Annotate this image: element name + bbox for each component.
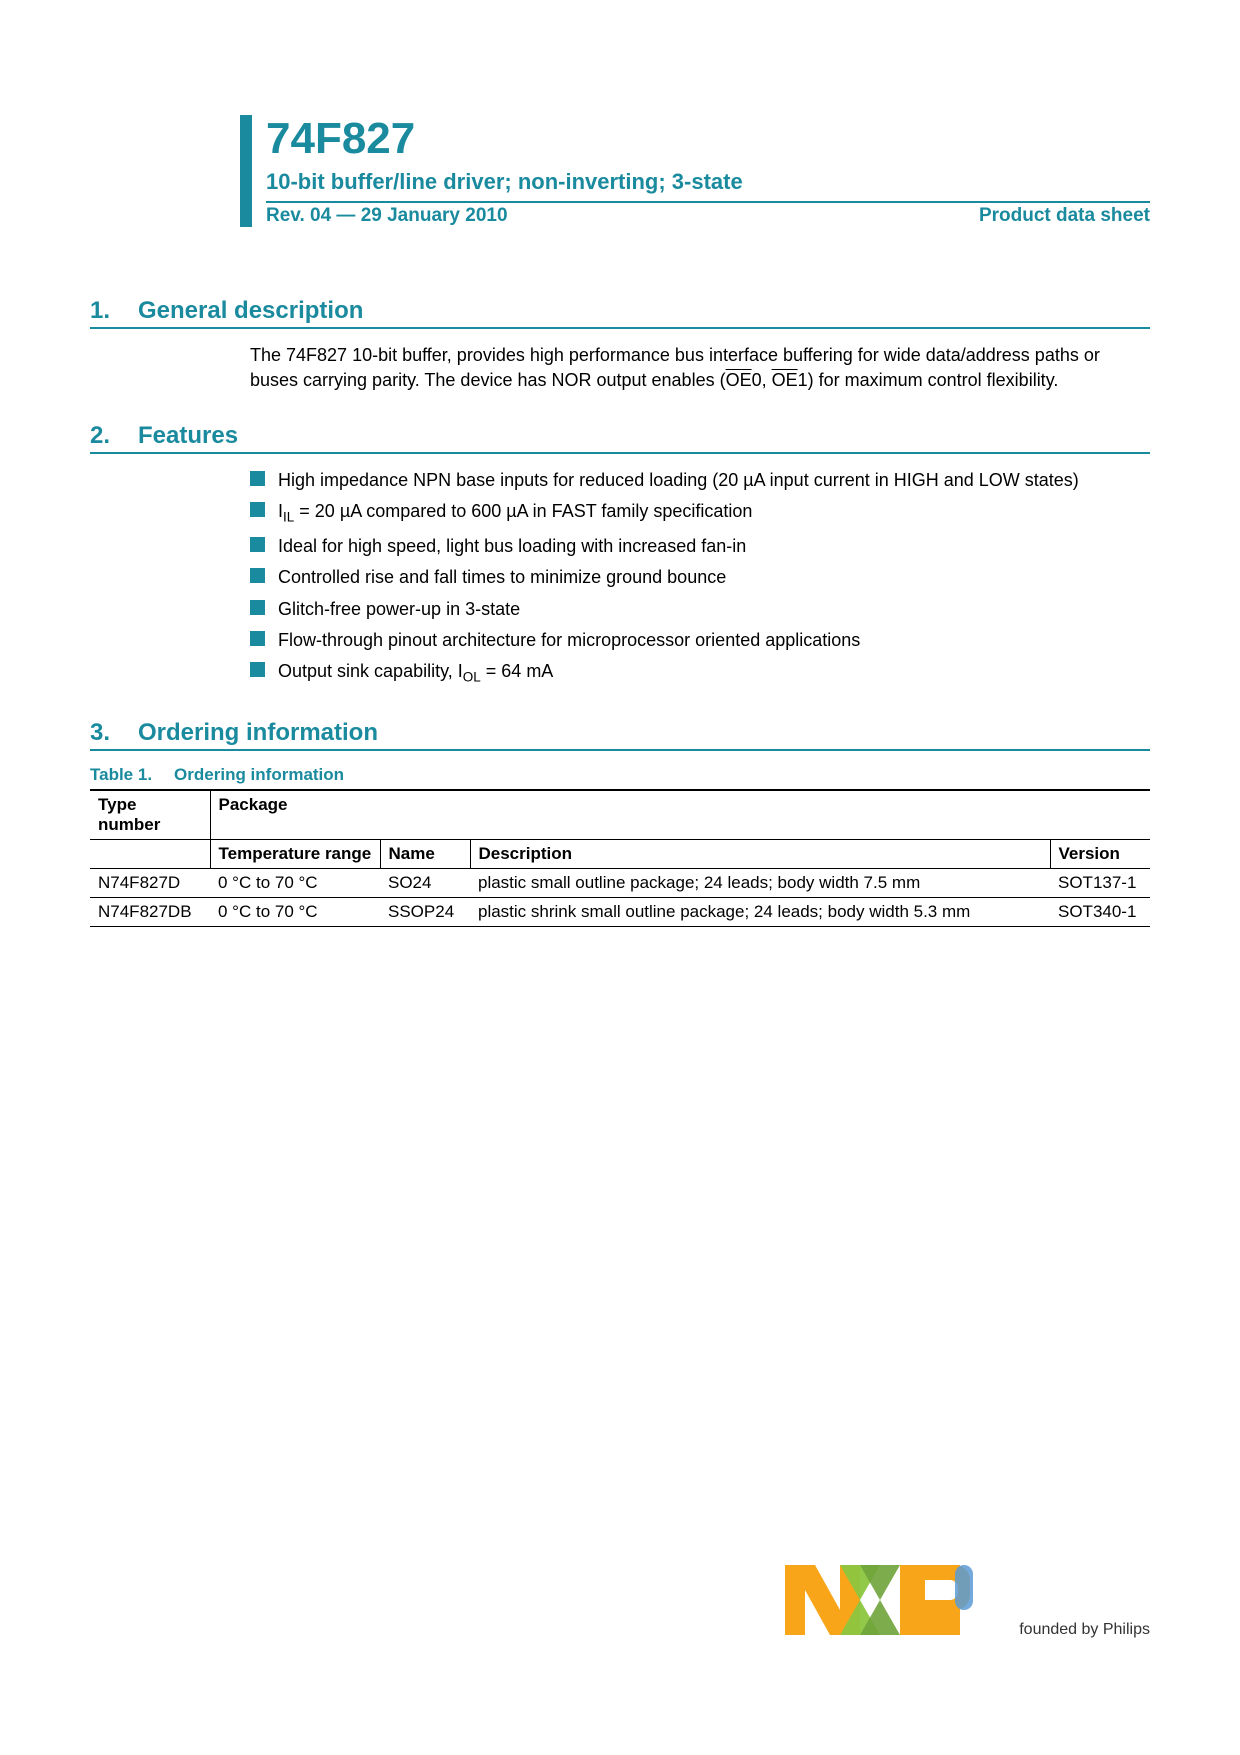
th-type: Type number	[90, 790, 210, 840]
th-name: Name	[380, 840, 470, 869]
cell-type: N74F827D	[90, 869, 210, 898]
section-heading-features: 2. Features	[90, 422, 1150, 454]
cell-version: SOT137-1	[1050, 869, 1150, 898]
table-caption: Table 1.Ordering information	[90, 765, 1150, 785]
features-list: High impedance NPN base inputs for reduc…	[250, 468, 1150, 687]
document-subtitle: 10-bit buffer/line driver; non-inverting…	[266, 169, 1150, 195]
th-temp: Temperature range	[210, 840, 380, 869]
table-row: N74F827DB 0 °C to 70 °C SSOP24 plastic s…	[90, 898, 1150, 927]
part-number: 74F827	[266, 115, 1150, 163]
cell-desc: plastic shrink small outline package; 24…	[470, 898, 1050, 927]
nxp-logo-icon	[785, 1555, 1015, 1645]
section-title: Ordering information	[138, 719, 378, 747]
revision-text: Rev. 04 — 29 January 2010	[266, 205, 508, 227]
th-desc: Description	[470, 840, 1050, 869]
th-package: Package	[210, 790, 1150, 840]
general-description-text: The 74F827 10-bit buffer, provides high …	[250, 343, 1150, 392]
nxp-logo: founded by Philips	[785, 1555, 1150, 1645]
section-number: 2.	[90, 422, 138, 450]
cell-version: SOT340-1	[1050, 898, 1150, 927]
section-heading-general: 1. General description	[90, 297, 1150, 329]
table-row: N74F827D 0 °C to 70 °C SO24 plastic smal…	[90, 869, 1150, 898]
cell-desc: plastic small outline package; 24 leads;…	[470, 869, 1050, 898]
feature-item: High impedance NPN base inputs for reduc…	[250, 468, 1150, 492]
feature-item: Controlled rise and fall times to minimi…	[250, 565, 1150, 589]
logo-tagline: founded by Philips	[1019, 1621, 1150, 1639]
cell-name: SO24	[380, 869, 470, 898]
feature-item: Glitch-free power-up in 3-state	[250, 597, 1150, 621]
section-number: 3.	[90, 719, 138, 747]
section-number: 1.	[90, 297, 138, 325]
section-heading-ordering: 3. Ordering information	[90, 719, 1150, 751]
cell-temp: 0 °C to 70 °C	[210, 869, 380, 898]
cell-type: N74F827DB	[90, 898, 210, 927]
cell-name: SSOP24	[380, 898, 470, 927]
section-title: General description	[138, 297, 363, 325]
document-type: Product data sheet	[979, 205, 1150, 227]
th-version: Version	[1050, 840, 1150, 869]
feature-item: Ideal for high speed, light bus loading …	[250, 534, 1150, 558]
ordering-table: Type number Package Temperature range Na…	[90, 789, 1150, 927]
document-header: 74F827 10-bit buffer/line driver; non-in…	[240, 115, 1150, 227]
cell-temp: 0 °C to 70 °C	[210, 898, 380, 927]
feature-item: Output sink capability, IOL = 64 mA	[250, 659, 1150, 687]
section-title: Features	[138, 422, 238, 450]
feature-item: IIL = 20 µA compared to 600 µA in FAST f…	[250, 499, 1150, 527]
feature-item: Flow-through pinout architecture for mic…	[250, 628, 1150, 652]
